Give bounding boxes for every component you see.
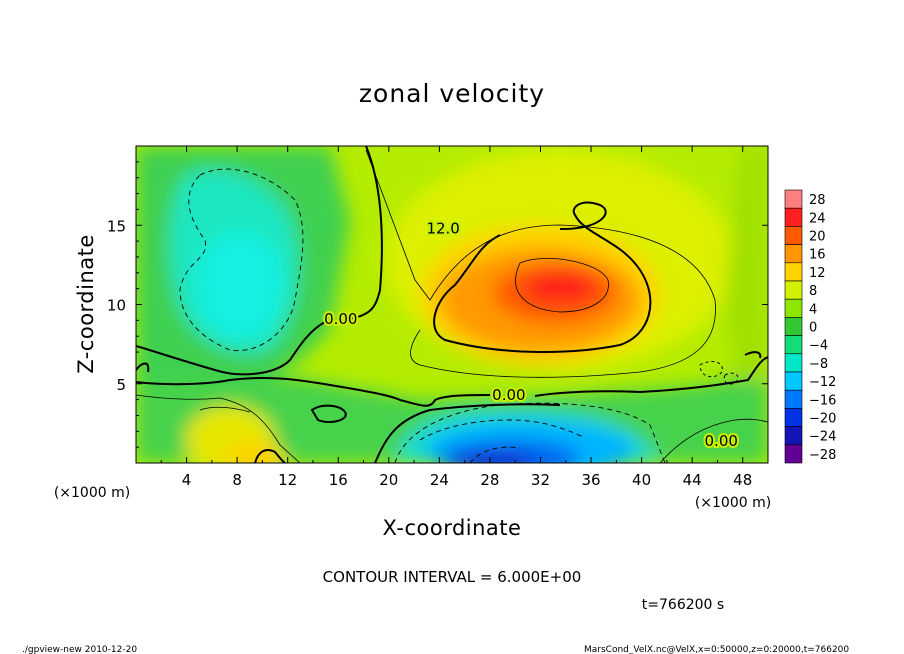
colorbar-swatch: [784, 371, 803, 391]
y-axis-label: Z-coordinate: [74, 234, 98, 374]
contour-label: 0.00: [324, 310, 357, 328]
colorbar-label: −28: [809, 448, 836, 463]
x-axis-label: X-coordinate: [383, 516, 522, 540]
chart-title: zonal velocity: [359, 79, 545, 108]
x-tick-label: 32: [531, 471, 550, 489]
colorbar-label: 24: [809, 211, 826, 226]
colorbar-swatch: [784, 353, 803, 373]
colorbar-label: 20: [809, 230, 826, 245]
colorbar-swatch: [784, 335, 803, 355]
x-tick-label: 28: [480, 471, 499, 489]
colorbar-swatch: [784, 298, 803, 318]
colorbar-label: −20: [809, 412, 836, 427]
colorbar-label: 28: [809, 193, 826, 208]
y-tick-label: 10: [107, 297, 126, 315]
x-tick-label: 44: [683, 471, 702, 489]
colorbar-swatch: [784, 280, 803, 300]
y-tick-label: 5: [116, 376, 126, 394]
footer-left: ./gpview-new 2010-12-20: [22, 645, 137, 654]
x-tick-label: 4: [182, 471, 192, 489]
x-tick-label: 16: [329, 471, 348, 489]
x-tick-label: 36: [581, 471, 600, 489]
colorbar-label: 0: [809, 321, 817, 336]
colorbar-swatch: [784, 207, 803, 227]
plot-area: 12.00.000.000.00 4 8 12 16 20 24 28 32 36 40 44 485…: [107, 145, 769, 489]
colorbar-label: −8: [809, 357, 828, 372]
colorbar-swatch: [784, 389, 803, 409]
colorbar-label: 8: [809, 284, 817, 299]
heatmap-field: 12.0 0.00 0.00 0.00: [136, 146, 768, 463]
colorbar-label: −4: [809, 339, 828, 354]
x-unit-right: (×1000 m): [695, 495, 771, 511]
x-unit-left: (×1000 m): [54, 485, 130, 501]
colorbar-swatch: [784, 189, 803, 209]
x-tick-label: 24: [430, 471, 449, 489]
colorbar-label: 16: [809, 248, 826, 263]
colorbar-label: −16: [809, 393, 836, 408]
contour-interval-text: CONTOUR INTERVAL = 6.000E+00: [323, 568, 582, 586]
colorbar-swatch: [784, 317, 803, 336]
colorbar-swatch: [784, 408, 803, 427]
colorbar-label: 12: [809, 266, 826, 281]
x-tick-label: 12: [278, 471, 297, 489]
colorbar-swatch: [784, 244, 803, 264]
footer-right: MarsCond_VelX.nc@VelX,x=0:50000,z=0:2000…: [584, 645, 849, 654]
contour-label: 0.00: [705, 432, 738, 450]
contour-label: 12.0: [426, 219, 459, 237]
x-tick-label: 48: [733, 471, 752, 489]
colorbar-swatch: [784, 226, 803, 245]
x-tick-label: 20: [379, 471, 398, 489]
colorbar: 28 24 20 16 12 8 4 0 −4 −8 −12 −16 −20 −24 −28: [784, 189, 836, 464]
colorbar-label: −12: [809, 375, 836, 390]
colorbar-swatch: [784, 444, 803, 464]
colorbar-swatch: [784, 426, 803, 446]
y-tick-label: 15: [107, 217, 126, 235]
x-tick-label: 40: [632, 471, 651, 489]
colorbar-label: −24: [809, 430, 836, 445]
colorbar-swatch: [784, 262, 803, 282]
x-tick-label: 8: [232, 471, 242, 489]
time-text: t=766200 s: [642, 597, 724, 613]
contour-label: 0.00: [492, 386, 525, 404]
colorbar-label: 4: [809, 302, 817, 317]
